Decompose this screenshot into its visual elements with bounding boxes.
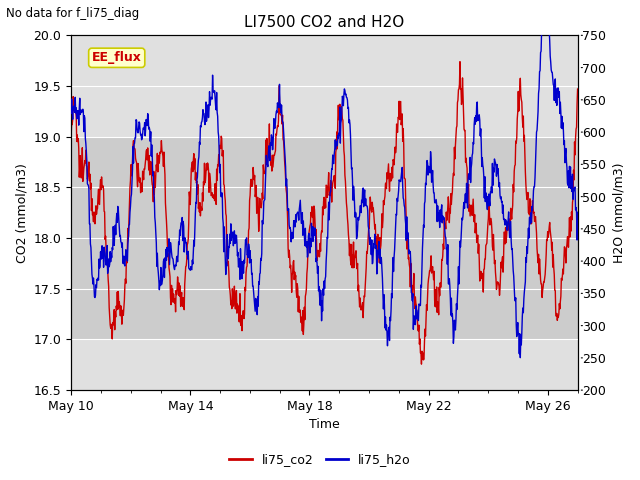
X-axis label: Time: Time [309, 419, 340, 432]
Y-axis label: H2O (mmol/m3): H2O (mmol/m3) [612, 162, 625, 263]
Legend: li75_co2, li75_h2o: li75_co2, li75_h2o [224, 448, 416, 471]
Y-axis label: CO2 (mmol/m3): CO2 (mmol/m3) [15, 163, 28, 263]
Text: No data for f_li75_diag: No data for f_li75_diag [6, 7, 140, 20]
Bar [71, 137, 577, 339]
Text: EE_flux: EE_flux [92, 51, 141, 64]
Title: LI7500 CO2 and H2O: LI7500 CO2 and H2O [244, 15, 404, 30]
